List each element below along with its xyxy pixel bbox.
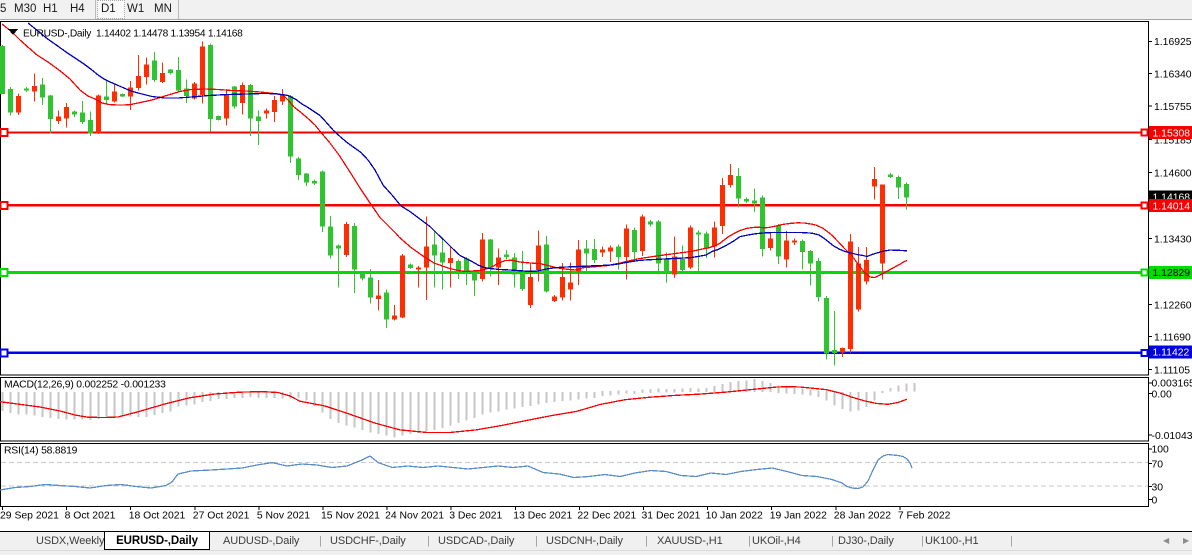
svg-text:MACD(12,26,9) 0.002252 -0.0012: MACD(12,26,9) 0.002252 -0.001233 — [4, 380, 166, 391]
svg-text:100: 100 — [1152, 445, 1170, 456]
svg-text:1.13430: 1.13430 — [1154, 234, 1192, 245]
svg-text:EURUSD-,Daily 1.14402 1.14478: EURUSD-,Daily 1.14402 1.14478 1.13954 1.… — [23, 29, 243, 40]
svg-text:7 Feb 2022: 7 Feb 2022 — [898, 511, 951, 522]
svg-text:RSI(14) 58.8819: RSI(14) 58.8819 — [4, 446, 78, 457]
svg-text:0: 0 — [1152, 495, 1158, 506]
svg-text:15 Nov 2021: 15 Nov 2021 — [321, 511, 380, 522]
svg-text:1.16925: 1.16925 — [1154, 37, 1192, 48]
svg-text:30: 30 — [1152, 482, 1164, 493]
svg-text:31 Dec 2021: 31 Dec 2021 — [642, 511, 701, 522]
svg-text:19 Jan 2022: 19 Jan 2022 — [770, 511, 827, 522]
svg-text:8 Oct 2021: 8 Oct 2021 — [65, 511, 116, 522]
svg-text:5 Nov 2021: 5 Nov 2021 — [257, 511, 310, 522]
svg-text:70: 70 — [1152, 459, 1164, 470]
svg-text:24 Nov 2021: 24 Nov 2021 — [385, 511, 444, 522]
svg-text:0.003165: 0.003165 — [1152, 379, 1192, 390]
svg-text:1.11690: 1.11690 — [1154, 333, 1191, 344]
svg-text:29 Sep 2021: 29 Sep 2021 — [0, 511, 59, 522]
svg-text:10 Jan 2022: 10 Jan 2022 — [706, 511, 763, 522]
svg-text:3 Dec 2021: 3 Dec 2021 — [449, 511, 502, 522]
svg-text:22 Dec 2021: 22 Dec 2021 — [577, 511, 636, 522]
svg-text:1.15755: 1.15755 — [1154, 102, 1192, 113]
svg-text:27 Oct 2021: 27 Oct 2021 — [193, 511, 250, 522]
svg-text:1.14014: 1.14014 — [1153, 201, 1191, 212]
svg-text:28 Jan 2022: 28 Jan 2022 — [834, 511, 891, 522]
svg-text:13 Dec 2021: 13 Dec 2021 — [513, 511, 572, 522]
svg-text:1.11105: 1.11105 — [1154, 366, 1190, 377]
svg-text:0.00: 0.00 — [1152, 389, 1172, 400]
svg-text:18 Oct 2021: 18 Oct 2021 — [129, 511, 186, 522]
svg-text:1.12829: 1.12829 — [1153, 268, 1191, 279]
svg-text:1.15308: 1.15308 — [1153, 128, 1191, 139]
svg-text:1.11422: 1.11422 — [1153, 348, 1190, 359]
svg-text:1.16340: 1.16340 — [1154, 70, 1192, 81]
svg-text:1.14600: 1.14600 — [1154, 168, 1192, 179]
svg-text:1.12260: 1.12260 — [1154, 300, 1192, 311]
